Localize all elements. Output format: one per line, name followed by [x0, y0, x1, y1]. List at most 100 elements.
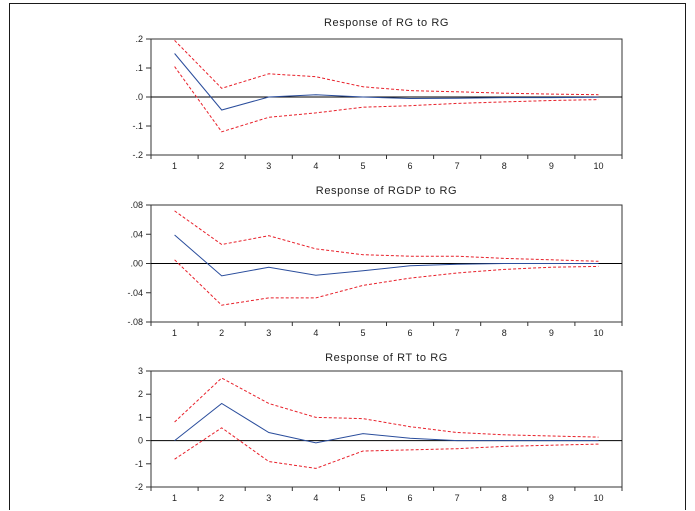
response-point: [315, 274, 317, 276]
y-tick-label: -.08: [127, 317, 143, 327]
y-tick-label: -2: [135, 482, 143, 492]
impulse-response-figure: Response of RG to RG .2 .1 .0 -.1 -.2 1 2 3 4 5 6 7 8…: [127, 17, 623, 503]
band-point: [221, 244, 223, 246]
upper-band-line: [174, 210, 599, 262]
band-point: [362, 285, 364, 287]
band-point: [174, 421, 176, 423]
response-point: [221, 275, 223, 277]
y-tick-label: .04: [130, 229, 143, 239]
x-tick-label: 3: [266, 493, 271, 503]
band-point: [456, 103, 458, 105]
band-point: [315, 297, 317, 299]
x-tick-label: 9: [549, 493, 554, 503]
x-tick-label: 1: [172, 161, 177, 171]
y-tick-label: -.1: [132, 121, 143, 131]
x-tick-label: 8: [502, 328, 507, 338]
response-point: [551, 440, 553, 442]
response-point: [503, 263, 505, 265]
band-point: [174, 210, 176, 212]
response-point: [174, 234, 176, 236]
upper-band-line: [174, 377, 599, 438]
x-tick-label: 4: [313, 493, 318, 503]
panel-title: Response of RGDP to RG: [316, 185, 457, 197]
x-tick-label: 8: [502, 493, 507, 503]
y-tick-label: -.04: [127, 288, 143, 298]
band-point: [456, 91, 458, 93]
lower-band-line: [174, 427, 599, 469]
y-tick-label: 2: [138, 389, 143, 399]
panel-title: Response of RT to RG: [325, 352, 448, 364]
band-point: [598, 261, 600, 263]
response-line: [174, 53, 599, 111]
x-tick-label: 8: [502, 161, 507, 171]
response-point: [456, 263, 458, 265]
band-point: [268, 403, 270, 405]
band-point: [598, 436, 600, 438]
band-point: [409, 426, 411, 428]
band-point: [409, 90, 411, 92]
response-point: [268, 432, 270, 434]
response-point: [268, 96, 270, 98]
band-point: [315, 112, 317, 114]
x-tick-label: 6: [408, 161, 413, 171]
response-point: [409, 98, 411, 100]
response-point: [409, 437, 411, 439]
band-point: [456, 255, 458, 257]
band-point: [551, 93, 553, 95]
response-point: [551, 263, 553, 265]
band-point: [503, 258, 505, 260]
y-tick-label: .08: [130, 200, 143, 210]
band-point: [551, 259, 553, 261]
panel-title: Response of RG to RG: [324, 17, 449, 29]
response-point: [456, 440, 458, 442]
x-tick-label: 7: [455, 493, 460, 503]
x-tick-label: 3: [266, 161, 271, 171]
band-point: [174, 66, 176, 68]
chart-frame: Response of RG to RG .2 .1 .0 -.1 -.2 1 2 3 4 5 6 7 8…: [9, 3, 686, 510]
band-point: [268, 73, 270, 75]
band-point: [362, 254, 364, 256]
response-point: [362, 270, 364, 272]
band-point: [456, 448, 458, 450]
band-point: [503, 269, 505, 271]
response-point: [315, 94, 317, 96]
x-tick-label: 9: [549, 328, 554, 338]
response-point: [315, 442, 317, 444]
x-tick-label: 5: [360, 328, 365, 338]
band-point: [551, 435, 553, 437]
band-point: [362, 418, 364, 420]
x-tick-label: 10: [593, 161, 603, 171]
lower-band-line: [174, 259, 599, 306]
response-point: [598, 440, 600, 442]
x-tick-label: 5: [360, 493, 365, 503]
y-tick-label: 1: [138, 412, 143, 422]
x-tick-label: 4: [313, 161, 318, 171]
x-tick-label: 6: [408, 493, 413, 503]
band-point: [362, 450, 364, 452]
x-tick-label: 7: [455, 328, 460, 338]
response-point: [551, 97, 553, 99]
response-point: [456, 97, 458, 99]
band-point: [315, 76, 317, 78]
band-point: [409, 255, 411, 257]
response-point: [503, 97, 505, 99]
band-point: [409, 277, 411, 279]
response-point: [221, 109, 223, 111]
band-point: [456, 432, 458, 434]
panel-rg-to-rg: Response of RG to RG .2 .1 .0 -.1 -.2 1 2 3 4 5 6 7 8…: [132, 17, 623, 171]
band-point: [268, 117, 270, 119]
response-point: [268, 266, 270, 268]
band-point: [503, 92, 505, 94]
y-tick-label: .00: [130, 259, 143, 269]
y-tick-label: .1: [135, 63, 143, 73]
band-point: [409, 105, 411, 107]
x-tick-label: 1: [172, 328, 177, 338]
response-point: [174, 440, 176, 442]
x-tick-label: 2: [219, 161, 224, 171]
y-tick-label: .0: [135, 92, 143, 102]
response-point: [362, 96, 364, 98]
y-tick-label: 0: [138, 436, 143, 446]
band-point: [315, 468, 317, 470]
y-tick-label: -1: [135, 459, 143, 469]
